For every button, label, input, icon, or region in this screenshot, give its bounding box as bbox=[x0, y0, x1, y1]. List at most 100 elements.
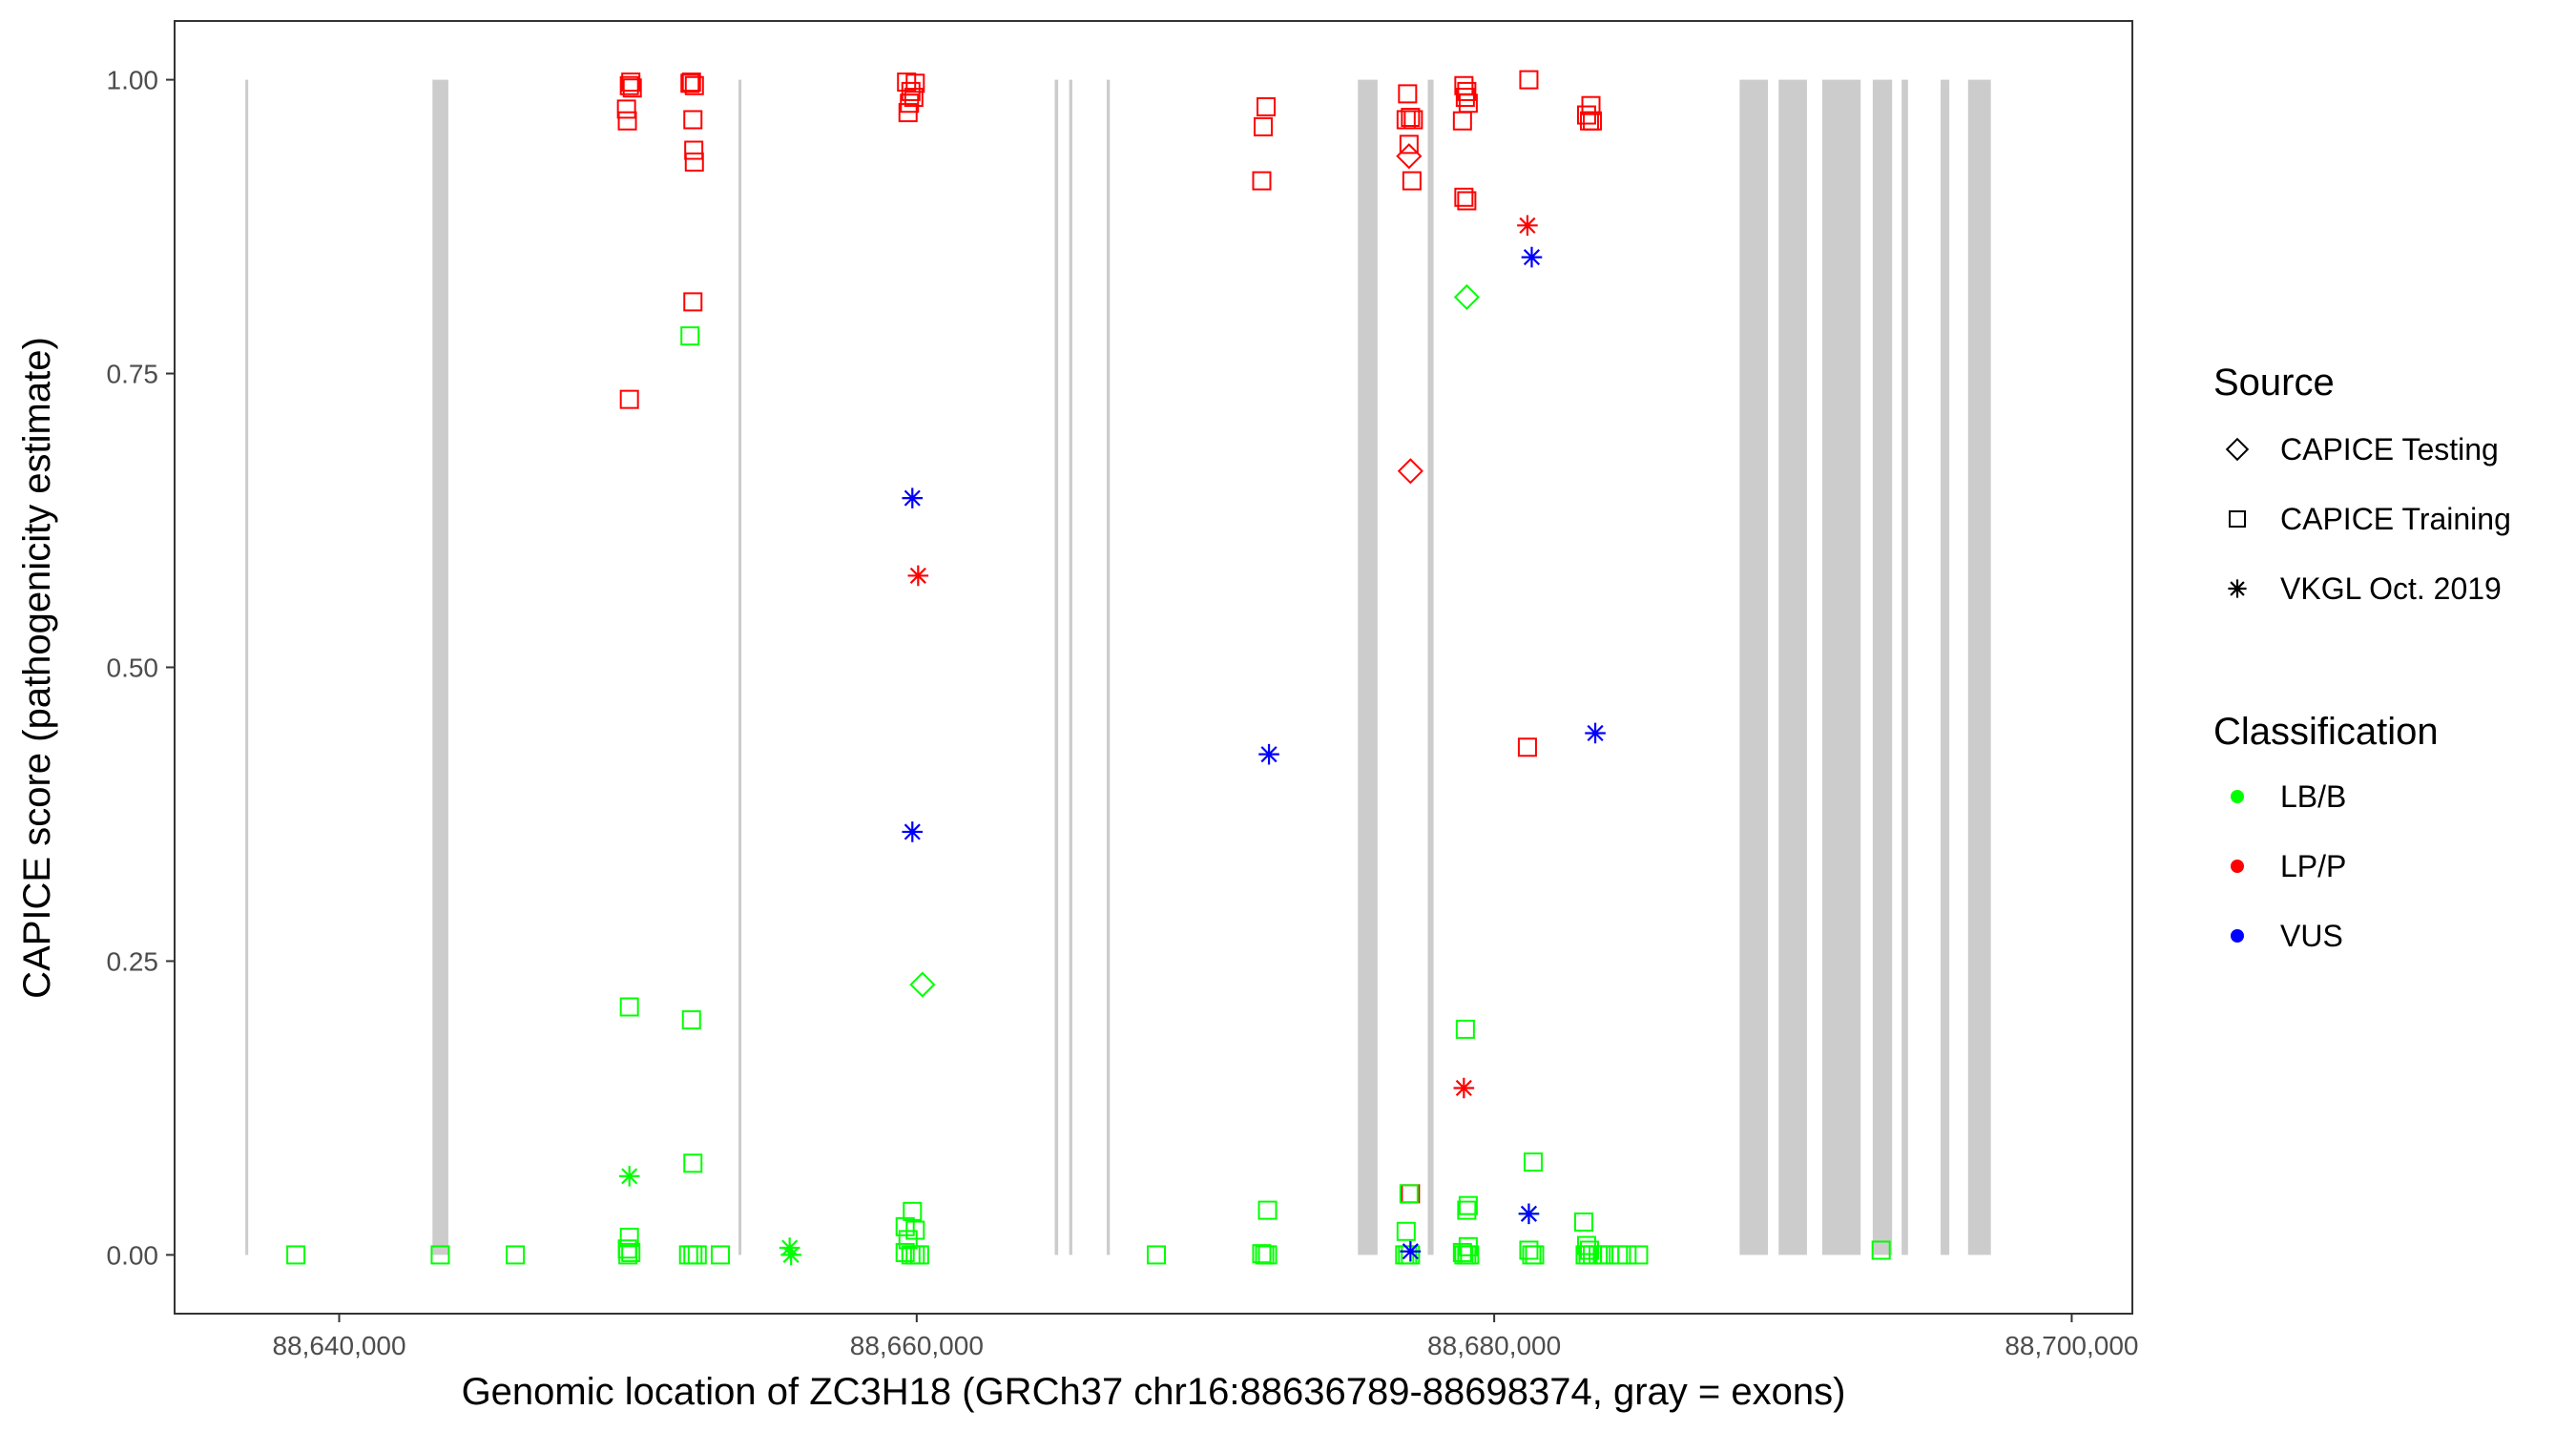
y-tick-label: 0.50 bbox=[107, 653, 159, 683]
square-point-lpp bbox=[901, 81, 921, 101]
x-tick-label: 88,640,000 bbox=[272, 1331, 405, 1360]
asterisk-point-vus bbox=[1400, 1240, 1422, 1262]
asterisk-point-vus bbox=[902, 487, 924, 508]
square-point-lpp bbox=[1252, 171, 1272, 191]
square-point-lpp bbox=[1257, 96, 1277, 116]
exon-band bbox=[1069, 79, 1072, 1255]
square-point-lpp bbox=[1402, 171, 1422, 191]
square-point-lbb bbox=[618, 1245, 638, 1265]
square-point-lbb bbox=[1455, 1019, 1475, 1039]
square-point-lbb bbox=[619, 997, 639, 1017]
square-point-lpp bbox=[1583, 111, 1603, 131]
square-point-lbb bbox=[903, 1201, 923, 1221]
exon-band bbox=[738, 79, 742, 1255]
square-point-lbb bbox=[681, 1010, 701, 1030]
legend-key-color bbox=[2231, 929, 2244, 943]
y-tick-label: 0.00 bbox=[107, 1240, 159, 1270]
square-point-lbb bbox=[909, 1245, 929, 1265]
asterisk-point-vus bbox=[1585, 722, 1606, 744]
square-point-lbb bbox=[1458, 1195, 1478, 1215]
square-point-lpp bbox=[1399, 135, 1419, 155]
legend-label-classification: VUS bbox=[2280, 919, 2343, 953]
square-point-lbb bbox=[1399, 1184, 1419, 1204]
square-point-lpp bbox=[680, 73, 700, 93]
square-point-lpp bbox=[1517, 737, 1537, 757]
square-point-lpp bbox=[681, 73, 701, 93]
square-point-lpp bbox=[1455, 88, 1475, 108]
asterisk-point-vus bbox=[1258, 743, 1279, 765]
square-point-lpp bbox=[904, 88, 924, 108]
legend-label-source: VKGL Oct. 2019 bbox=[2280, 571, 2502, 606]
exon-band bbox=[1427, 79, 1434, 1255]
legend-label-classification: LB/B bbox=[2280, 779, 2346, 814]
square-point-lbb bbox=[1523, 1152, 1543, 1172]
diamond-point-lpp bbox=[1397, 458, 1423, 485]
legend: Source CAPICE Testing CAPICE Training VKGL … bbox=[2213, 362, 2511, 953]
legend-label-source: CAPICE Training bbox=[2280, 502, 2511, 536]
square-point-lbb bbox=[1519, 1240, 1539, 1260]
square-point-lpp bbox=[683, 110, 703, 130]
diamond-point-lpp bbox=[1396, 143, 1423, 170]
square-point-lbb bbox=[1617, 1245, 1637, 1265]
square-point-lbb bbox=[895, 1216, 915, 1236]
square-point-lpp bbox=[1452, 111, 1472, 131]
square-point-lbb bbox=[895, 1242, 915, 1262]
exon-band bbox=[1901, 79, 1908, 1255]
square-point-lbb bbox=[687, 1245, 707, 1265]
exon-band bbox=[1106, 79, 1111, 1255]
y-tick-label: 1.00 bbox=[107, 66, 159, 95]
exon-band bbox=[1821, 79, 1861, 1255]
asterisk-point-lpp bbox=[1453, 1077, 1475, 1099]
y-tick-label: 0.75 bbox=[107, 360, 159, 389]
asterisk-point-vus bbox=[902, 821, 924, 842]
legend-title-source: Source bbox=[2213, 362, 2335, 404]
square-point-lbb bbox=[1871, 1240, 1891, 1260]
x-tick-label: 88,660,000 bbox=[850, 1331, 984, 1360]
square-point-lpp bbox=[898, 103, 918, 123]
square-point-lpp bbox=[1403, 110, 1423, 130]
square-point-lbb bbox=[430, 1245, 450, 1265]
exon-bands bbox=[245, 79, 1991, 1255]
exon-band bbox=[1967, 79, 1991, 1255]
diamond-point-lbb bbox=[1453, 283, 1480, 311]
square-point-lbb bbox=[286, 1245, 306, 1265]
legend-label-source: CAPICE Testing bbox=[2280, 432, 2499, 467]
square-point-lbb bbox=[1629, 1245, 1649, 1265]
exon-band bbox=[1941, 79, 1950, 1255]
square-point-lpp bbox=[684, 152, 704, 172]
square-point-lpp bbox=[1457, 191, 1477, 211]
square-point-lpp bbox=[1519, 70, 1539, 90]
square-point-lbb bbox=[711, 1245, 731, 1265]
square-point-lbb bbox=[621, 1242, 641, 1262]
square-point-lbb bbox=[680, 326, 700, 346]
square-point-lbb bbox=[1525, 1245, 1545, 1265]
legend-key-square bbox=[2229, 510, 2246, 528]
diamond-point-lbb bbox=[909, 971, 936, 998]
x-tick-label: 88,700,000 bbox=[2005, 1331, 2138, 1360]
square-point-lpp bbox=[684, 75, 704, 95]
x-axis: 88,640,000 88,660,000 88,680,000 88,700,000 bbox=[272, 1314, 2139, 1360]
legend-key-color bbox=[2231, 860, 2244, 873]
square-point-lpp bbox=[622, 78, 642, 98]
y-axis: 0.00 0.25 0.50 0.75 1.00 bbox=[107, 66, 175, 1270]
square-point-lpp bbox=[616, 99, 636, 119]
square-point-lbb bbox=[1147, 1245, 1167, 1265]
square-point-lbb bbox=[1573, 1212, 1593, 1232]
square-point-lbb bbox=[1257, 1200, 1278, 1220]
square-point-lbb bbox=[506, 1245, 526, 1265]
asterisk-point-vus bbox=[1518, 1203, 1540, 1225]
data-points bbox=[286, 70, 1891, 1266]
square-point-lbb bbox=[1460, 1245, 1480, 1265]
square-point-lbb bbox=[1257, 1245, 1278, 1265]
square-point-lpp bbox=[1254, 116, 1274, 136]
asterisk-point-lpp bbox=[1517, 215, 1538, 237]
exon-band bbox=[1739, 79, 1769, 1255]
square-point-lpp bbox=[1398, 84, 1418, 104]
legend-key-asterisk bbox=[2228, 579, 2247, 598]
square-point-lpp bbox=[683, 292, 703, 312]
y-axis-title: CAPICE score (pathogenicity estimate) bbox=[16, 337, 58, 999]
square-point-lpp bbox=[1457, 81, 1477, 101]
square-point-lpp bbox=[1401, 108, 1421, 128]
square-point-lpp bbox=[619, 389, 639, 409]
